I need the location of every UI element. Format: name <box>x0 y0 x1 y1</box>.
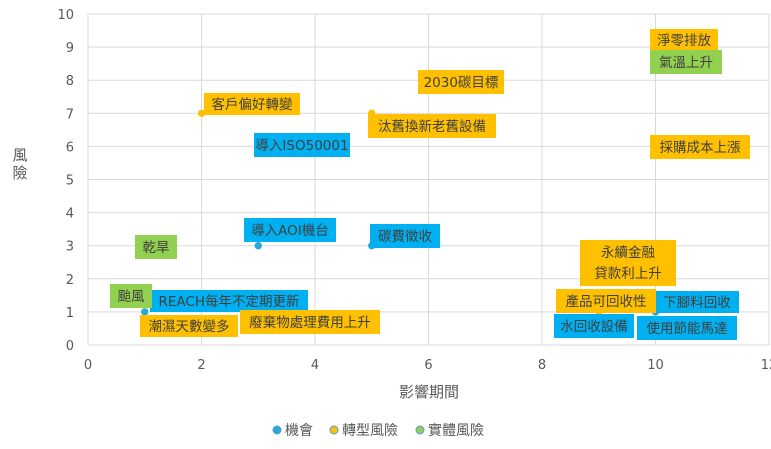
data-label-box <box>244 218 336 242</box>
data-label-text: 水回收設備 <box>560 319 628 335</box>
legend-item: 機會 <box>272 423 313 439</box>
x-tick-label: 4 <box>311 358 319 373</box>
data-label-box <box>580 240 676 286</box>
y-axis-title: 風險 <box>12 146 27 182</box>
data-label: 導入ISO50001 <box>254 133 350 157</box>
data-label: 使用節能馬達 <box>637 316 737 340</box>
y-tick-label: 6 <box>66 140 74 155</box>
data-point <box>140 307 150 317</box>
x-tick-label: 2 <box>197 358 205 373</box>
data-label: 產品可回收性 <box>556 289 656 313</box>
data-label-text: 導入ISO50001 <box>255 138 348 154</box>
legend-label: 實體風險 <box>428 422 484 439</box>
data-label-box <box>650 50 722 74</box>
y-tick-label: 0 <box>66 339 74 354</box>
legend-label: 轉型風險 <box>342 423 398 439</box>
y-tick-label: 4 <box>66 207 74 222</box>
data-label: 2030碳目標 <box>418 70 504 94</box>
data-label-text: 汰舊換新老舊設備 <box>378 119 486 135</box>
data-label-text: 潮濕天數變多 <box>149 318 230 335</box>
data-label-box <box>204 93 300 115</box>
data-label-text: 採購成本上漲 <box>660 140 741 156</box>
data-label: 乾旱 <box>135 235 177 259</box>
data-label-box <box>650 29 718 51</box>
legend-item: 轉型風險 <box>329 423 398 439</box>
data-label: 潮濕天數變多 <box>140 315 238 337</box>
data-label: 水回收設備 <box>554 314 634 338</box>
data-label-box <box>110 284 152 308</box>
data-label: 採購成本上漲 <box>650 135 750 159</box>
data-label-text: 永續金融貸款利上升 <box>594 245 662 282</box>
x-tick-label: 10 <box>647 358 664 373</box>
data-label-text: 颱風 <box>118 289 145 305</box>
data-label-box <box>150 290 308 312</box>
legend-label: 機會 <box>285 423 313 439</box>
data-label-text: 淨零排放 <box>657 33 711 49</box>
data-label-box <box>554 314 634 338</box>
data-label-box <box>637 316 737 340</box>
data-label-text: REACH每年不定期更新 <box>159 294 300 310</box>
data-labels: 導入ISO50001 導入AOI機台 碳費徵收 REACH每年不定期更新 下腳料回收水回… <box>110 29 750 340</box>
data-label: 導入AOI機台 <box>244 218 336 242</box>
y-tick-label: 1 <box>66 306 74 321</box>
data-label: 颱風 <box>110 284 152 308</box>
data-label-text: 廢棄物處理費用上升 <box>249 315 371 331</box>
data-label-text: 乾旱 <box>143 240 170 256</box>
legend-marker <box>415 425 425 435</box>
legend-item: 實體風險 <box>415 422 484 439</box>
y-tick-label: 5 <box>66 174 74 189</box>
data-label-box <box>135 235 177 259</box>
data-label: 永續金融貸款利上升 <box>580 240 676 286</box>
data-label-box <box>368 114 496 138</box>
data-label-box <box>254 133 350 157</box>
data-label: 下腳料回收 <box>655 291 739 313</box>
data-label: 客戶偏好轉變 <box>204 93 300 115</box>
x-tick-label: 8 <box>538 358 546 373</box>
data-label-box <box>240 310 380 334</box>
legend-marker <box>272 425 282 435</box>
x-tick-label: 0 <box>84 358 92 373</box>
x-axis-title: 影響期間 <box>399 383 459 401</box>
data-label-text: 導入AOI機台 <box>251 223 329 239</box>
data-label: 氣溫上升 <box>650 50 722 74</box>
data-label: 碳費徵收 <box>370 224 440 248</box>
data-label-text: 碳費徵收 <box>378 229 432 245</box>
data-point <box>253 241 263 250</box>
data-label: 廢棄物處理費用上升 <box>240 310 380 334</box>
y-tick-label: 2 <box>66 273 74 288</box>
data-label-box <box>655 291 739 313</box>
x-tick-label: 12 <box>761 358 771 373</box>
data-label-text: 產品可回收性 <box>566 293 647 310</box>
y-tick-label: 9 <box>66 41 74 56</box>
axis-tick-labels: 012345678910024681012 <box>57 8 771 373</box>
data-label-text: 客戶偏好轉變 <box>212 96 293 113</box>
data-label: 淨零排放 <box>650 29 718 51</box>
y-tick-label: 3 <box>66 240 74 255</box>
data-label-text: 下腳料回收 <box>663 295 731 311</box>
data-label: 汰舊換新老舊設備 <box>368 114 496 138</box>
legend: 機會 轉型風險 實體風險 <box>272 422 484 439</box>
data-label-box <box>418 70 504 94</box>
x-tick-label: 6 <box>424 358 432 373</box>
data-label-text: 氣溫上升 <box>659 55 713 71</box>
data-label-text: 2030碳目標 <box>424 75 499 91</box>
data-label-box <box>140 315 238 337</box>
data-label-text: 使用節能馬達 <box>647 320 728 337</box>
y-tick-label: 8 <box>66 74 74 89</box>
data-label: REACH每年不定期更新 <box>150 290 308 312</box>
legend-marker <box>329 425 339 435</box>
data-label-box <box>650 135 750 159</box>
data-label-box <box>370 224 440 248</box>
y-tick-label: 7 <box>66 107 74 122</box>
y-tick-label: 10 <box>57 8 74 23</box>
data-label-box <box>556 289 656 313</box>
gridlines <box>87 13 770 346</box>
